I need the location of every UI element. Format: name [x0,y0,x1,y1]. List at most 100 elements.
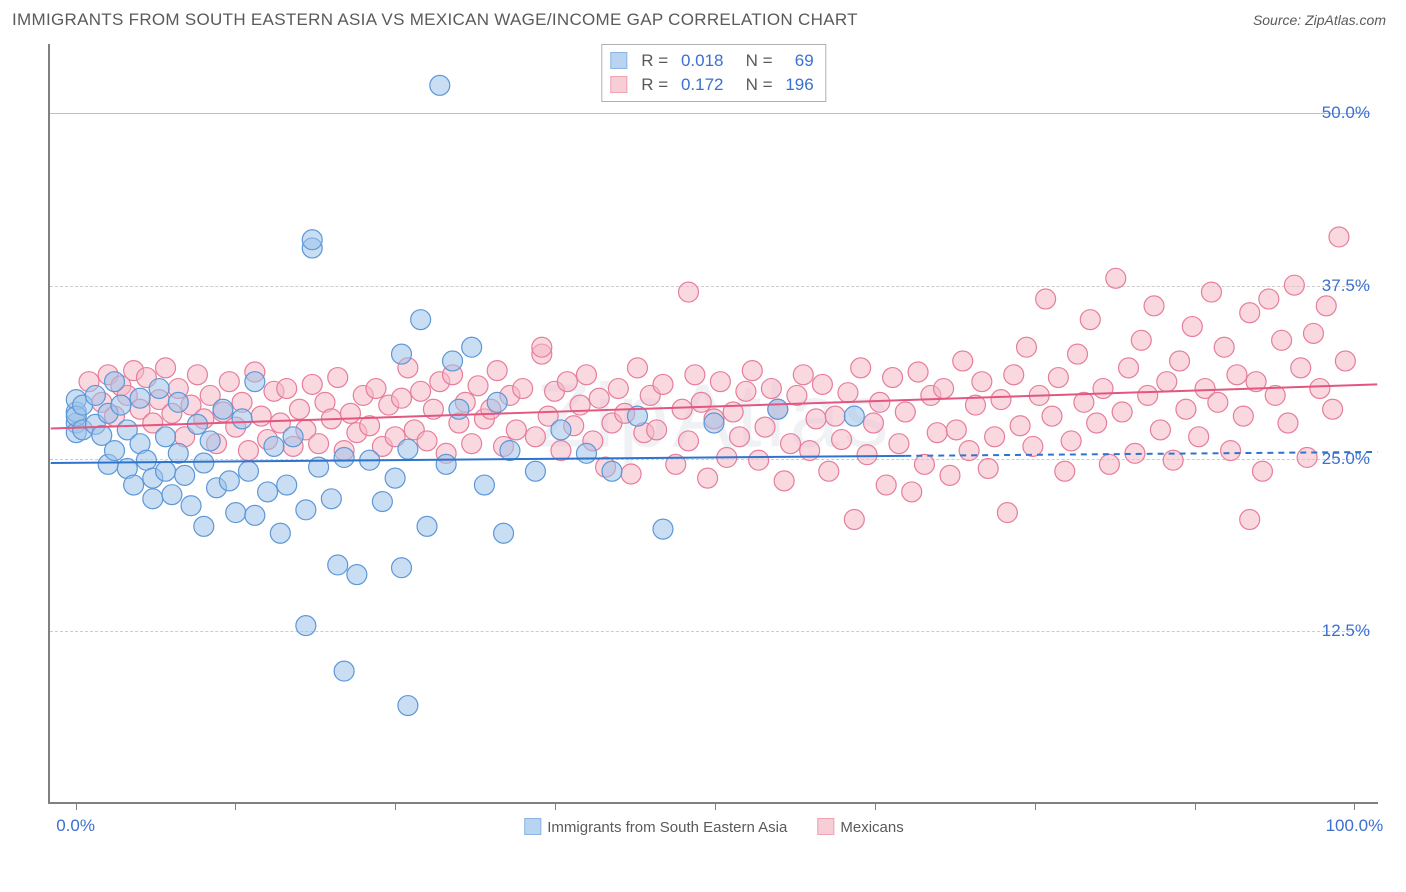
scatter-point [1093,379,1113,399]
scatter-point [398,696,418,716]
scatter-point [1291,358,1311,378]
scatter-point [1061,431,1081,451]
scatter-point [1119,358,1139,378]
x-tick [76,802,77,810]
scatter-point [1010,416,1030,436]
scatter-point [844,406,864,426]
scatter-point [685,365,705,385]
scatter-point [589,388,609,408]
scatter-point [532,337,552,357]
scatter-point [806,409,826,429]
scatter-point [749,450,769,470]
scatter-point [436,454,456,474]
scatter-point [1272,330,1292,350]
scatter-point [653,374,673,394]
legend-swatch [610,52,627,69]
scatter-point [417,516,437,536]
scatter-point [328,368,348,388]
x-tick [875,802,876,810]
scatter-point [621,464,641,484]
scatter-point [1131,330,1151,350]
x-tick-label: 100.0% [1326,816,1384,836]
scatter-point [557,372,577,392]
scatter-point [914,454,934,474]
scatter-point [1055,461,1075,481]
scatter-point [902,482,922,502]
series-legend: Immigrants from South Eastern Asia Mexica… [524,818,903,836]
legend-n-value: 69 [785,49,813,73]
scatter-point [443,351,463,371]
chart-source: Source: ZipAtlas.com [1253,12,1386,28]
scatter-point [704,413,724,433]
scatter-point [1284,275,1304,295]
scatter-point [372,492,392,512]
scatter-point [1176,399,1196,419]
scatter-point [1150,420,1170,440]
scatter-point [883,368,903,388]
scatter-point [130,388,150,408]
scatter-point [411,310,431,330]
scatter-point [1335,351,1355,371]
chart-title: IMMIGRANTS FROM SOUTH EASTERN ASIA VS ME… [12,10,858,30]
scatter-point [691,392,711,412]
scatter-point [551,420,571,440]
scatter-point [277,379,297,399]
scatter-point [168,443,188,463]
scatter-point [666,454,686,474]
scatter-point [392,558,412,578]
scatter-point [908,362,928,382]
scatter-point [1017,337,1037,357]
scatter-point [392,388,412,408]
scatter-point [1246,372,1266,392]
scatter-point [149,379,169,399]
scatter-point [111,395,131,415]
legend-swatch [610,76,627,93]
x-tick [395,802,396,810]
legend-swatch [524,818,541,835]
scatter-point [1080,310,1100,330]
legend-label: Immigrants from South Eastern Asia [547,819,787,836]
legend-item: Mexicans [817,818,903,836]
scatter-point [487,361,507,381]
scatter-point [289,399,309,419]
scatter-point [940,465,960,485]
x-tick [1354,802,1355,810]
scatter-point [468,376,488,396]
scatter-point [576,365,596,385]
legend-item: Immigrants from South Eastern Asia [524,818,787,836]
scatter-point [698,468,718,488]
scatter-point [449,399,469,419]
legend-row: R = 0.018 N = 69 [610,49,813,73]
scatter-point [219,471,239,491]
scatter-point [965,395,985,415]
scatter-point [1221,441,1241,461]
scatter-point [321,409,341,429]
legend-row: R = 0.172 N = 196 [610,73,813,97]
scatter-point [1316,296,1336,316]
scatter-point [309,457,329,477]
scatter-point [341,403,361,423]
scatter-point [1189,427,1209,447]
scatter-point [1087,413,1107,433]
scatter-point [1023,436,1043,456]
scatter-point [1214,337,1234,357]
scatter-point [136,450,156,470]
scatter-point [347,565,367,585]
scatter-point [1240,509,1260,529]
scatter-point [742,361,762,381]
legend-label: Mexicans [840,819,903,836]
scatter-point [1036,289,1056,309]
plot-area: ZipAtlas R = 0.018 N = 69R = 0.172 N = 1… [48,44,1378,804]
scatter-point [1227,365,1247,385]
scatter-point [953,351,973,371]
scatter-point [1304,323,1324,343]
scatter-point [1004,365,1024,385]
scatter-point [1252,461,1272,481]
scatter-point [1278,413,1298,433]
scatter-point [162,485,182,505]
scatter-point [194,516,214,536]
scatter-point [1106,268,1126,288]
chart-header: IMMIGRANTS FROM SOUTH EASTERN ASIA VS ME… [0,0,1406,38]
scatter-point [768,399,788,419]
scatter-point [1112,402,1132,422]
